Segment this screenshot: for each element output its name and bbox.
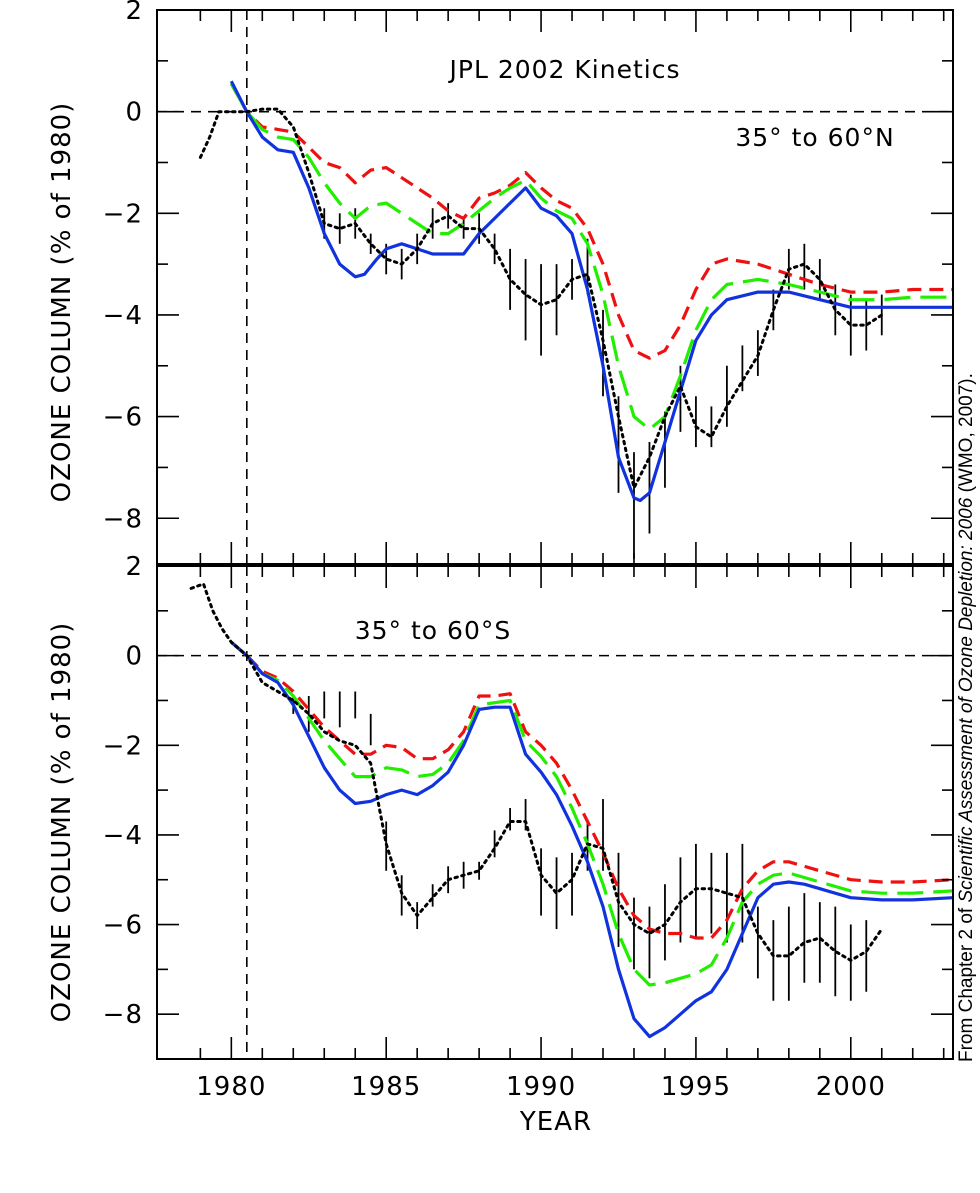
bot-series-blue-line — [230, 640, 953, 1039]
x-tick-label: 1990 — [506, 1072, 576, 1102]
x-tick-label: 2000 — [816, 1072, 886, 1102]
x-tick-label: 1995 — [661, 1072, 731, 1102]
source-credit: From Chapter 2 of Scientific Assessment … — [956, 373, 977, 1062]
y-tick-label: 2 — [125, 552, 143, 582]
y-tick-label: 0 — [125, 98, 143, 128]
top-region-label: 35° to 60°N — [735, 123, 894, 152]
bottom-plot-frame — [156, 565, 954, 1060]
top-axis-ticks: 2 0 −2 −4 −6 −8 — [103, 0, 953, 564]
bottom-axis-ticks: 2 0 −2 −4 −6 −8 1980 1985 1990 1995 2000 — [103, 552, 953, 1102]
top-series-red-line — [229, 82, 953, 360]
y-tick-label: −6 — [103, 403, 143, 433]
top-chart-title: JPL 2002 Kinetics — [448, 55, 681, 84]
y-tick-label: −4 — [103, 301, 143, 331]
y-tick-label: −2 — [103, 731, 143, 761]
top-plot-frame — [156, 9, 954, 565]
bot-series-red-line — [230, 640, 953, 940]
top-series-obs-line — [198, 107, 884, 490]
x-axis-label: YEAR — [519, 1107, 592, 1137]
y-tick-label: −4 — [103, 821, 143, 851]
bottom-y-axis-label: OZONE COLUMN (% of 1980) — [47, 622, 77, 1023]
top-error-bars — [323, 203, 883, 559]
y-tick-label: 0 — [125, 642, 143, 672]
bot-series-green-line — [230, 640, 953, 987]
top-series-green-line — [229, 82, 953, 431]
top-series-group — [198, 80, 953, 503]
bot-series-obs-line — [189, 582, 884, 962]
bottom-series-group — [189, 582, 953, 1039]
y-tick-label: −8 — [103, 504, 143, 534]
bottom-region-label: 35° to 60°S — [355, 616, 511, 645]
y-tick-label: −2 — [103, 199, 143, 229]
chart-panel-north: 2 0 −2 −4 −6 −8 JPL 2002 Kinetics 35° to 60°N… — [47, 0, 954, 565]
y-tick-label: −6 — [103, 911, 143, 941]
top-series-blue-line — [229, 80, 953, 503]
top-y-axis-label: OZONE COLUMN (% of 1980) — [47, 102, 77, 503]
x-tick-label: 1980 — [196, 1072, 266, 1102]
x-tick-label: 1985 — [351, 1072, 421, 1102]
chart-panel-south: 2 0 −2 −4 −6 −8 1980 1985 1990 1995 2000 35° to 60… — [47, 552, 954, 1137]
y-tick-label: 2 — [125, 0, 143, 26]
bottom-reference-lines — [157, 566, 953, 1059]
y-tick-label: −8 — [103, 1000, 143, 1030]
top-reference-lines — [157, 10, 953, 564]
